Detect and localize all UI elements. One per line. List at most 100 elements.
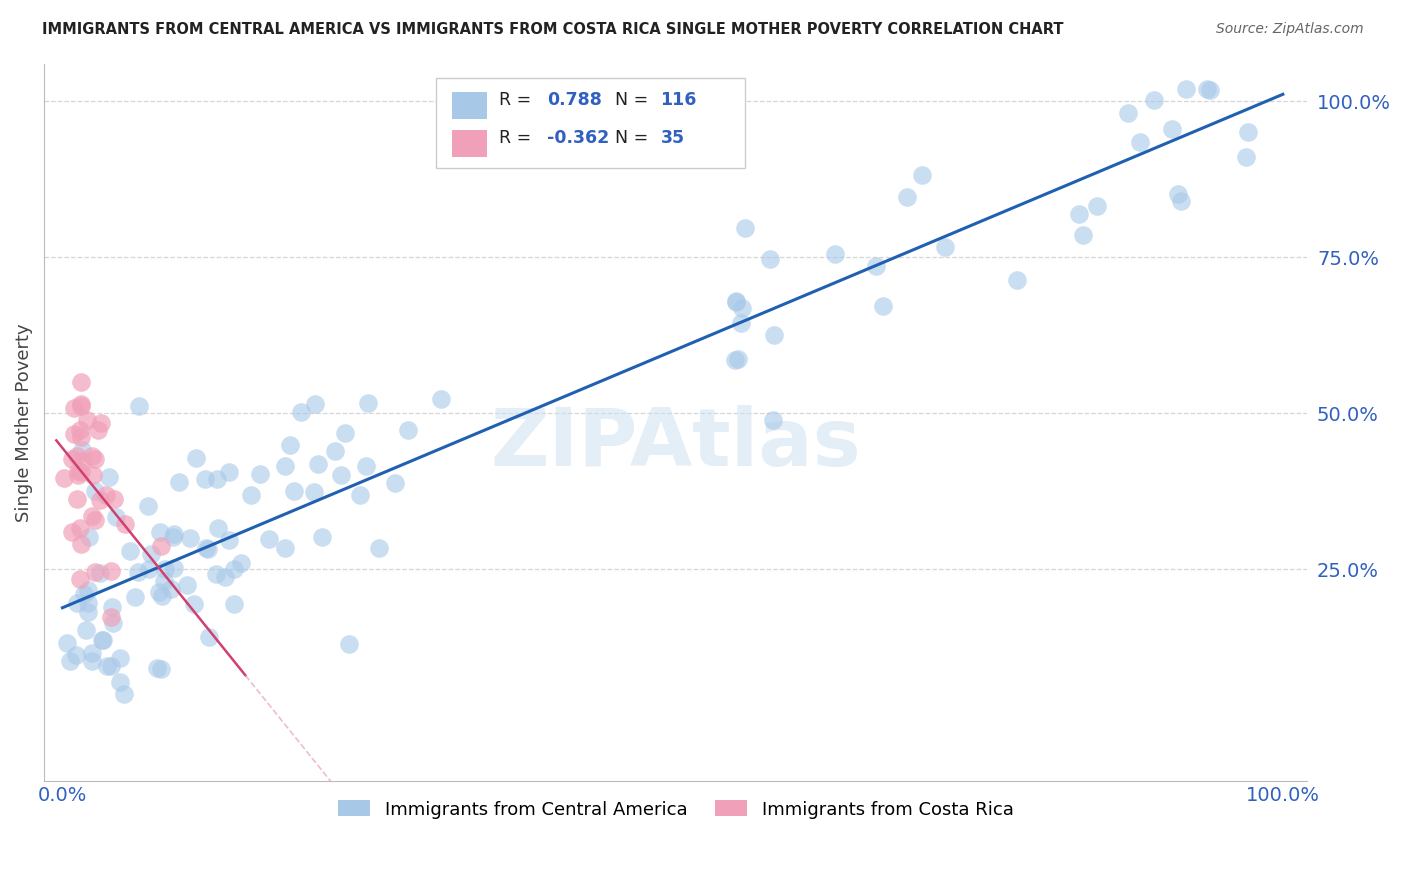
Point [205,567,228,582]
Y-axis label: Single Mother Poverty: Single Mother Poverty [15,323,32,522]
Point [224,562,246,576]
Point [214,570,236,584]
Point [730,316,752,330]
Point [274,458,297,473]
Point [207,521,229,535]
Point [101,599,124,614]
Point [72,454,94,468]
Point [304,484,326,499]
Point [128,399,150,413]
Point [762,413,785,427]
Point [110,675,132,690]
Point [98,470,121,484]
Point [150,589,173,603]
Point [60,452,83,467]
Point [52,471,75,485]
Point [283,483,305,498]
Point [1234,150,1257,164]
Point [307,458,329,472]
Point [1071,227,1094,242]
Point [1199,83,1222,97]
Text: N =: N = [614,91,654,109]
Point [69,537,91,551]
Point [100,658,122,673]
Point [727,351,749,366]
Point [69,521,91,535]
Point [96,659,118,673]
Point [1237,125,1260,139]
Point [83,513,105,527]
Point [335,425,357,440]
Point [70,466,93,480]
Point [337,637,360,651]
Text: 35: 35 [661,129,685,147]
Point [1067,207,1090,221]
Point [149,524,172,539]
Point [138,562,160,576]
Point [82,467,104,482]
Point [100,564,122,578]
Point [69,375,91,389]
Point [183,597,205,611]
Point [367,541,389,556]
Point [114,517,136,532]
Text: R =: R = [499,91,537,109]
Point [76,413,98,427]
Point [65,648,87,663]
Point [139,547,162,561]
Point [89,493,111,508]
Point [76,596,98,610]
Point [349,488,371,502]
Point [91,633,114,648]
Point [872,299,894,313]
Point [118,544,141,558]
Point [290,404,312,418]
Point [148,585,170,599]
Point [75,624,97,638]
Point [77,530,100,544]
Point [80,654,103,668]
Bar [453,130,488,157]
Point [357,396,380,410]
Point [197,541,219,556]
Point [153,574,176,588]
Point [87,423,110,437]
Point [66,450,89,464]
Point [94,488,117,502]
Point [80,646,103,660]
Text: 0.788: 0.788 [547,91,602,109]
Point [1175,82,1198,96]
Point [257,532,280,546]
Point [725,294,748,309]
Point [731,301,754,315]
Point [194,541,217,555]
Point [66,491,89,506]
Point [239,488,262,502]
Point [222,597,245,611]
Point [330,467,353,482]
Point [63,427,86,442]
Point [100,610,122,624]
Point [103,492,125,507]
Point [197,630,219,644]
Point [169,475,191,489]
Point [1129,135,1152,149]
Point [69,572,91,586]
Point [396,423,419,437]
Point [273,541,295,556]
Point [63,401,86,416]
Point [59,654,82,668]
Point [149,662,172,676]
Point [80,449,103,463]
Point [179,531,201,545]
Text: IMMIGRANTS FROM CENTRAL AMERICA VS IMMIGRANTS FROM COSTA RICA SINGLE MOTHER POVE: IMMIGRANTS FROM CENTRAL AMERICA VS IMMIG… [42,22,1064,37]
Point [80,508,103,523]
Point [759,252,782,266]
Point [66,467,89,482]
Point [734,221,756,235]
Point [218,533,240,547]
Text: -0.362: -0.362 [547,129,609,147]
Point [110,651,132,665]
Point [163,561,186,575]
Point [1167,187,1189,202]
